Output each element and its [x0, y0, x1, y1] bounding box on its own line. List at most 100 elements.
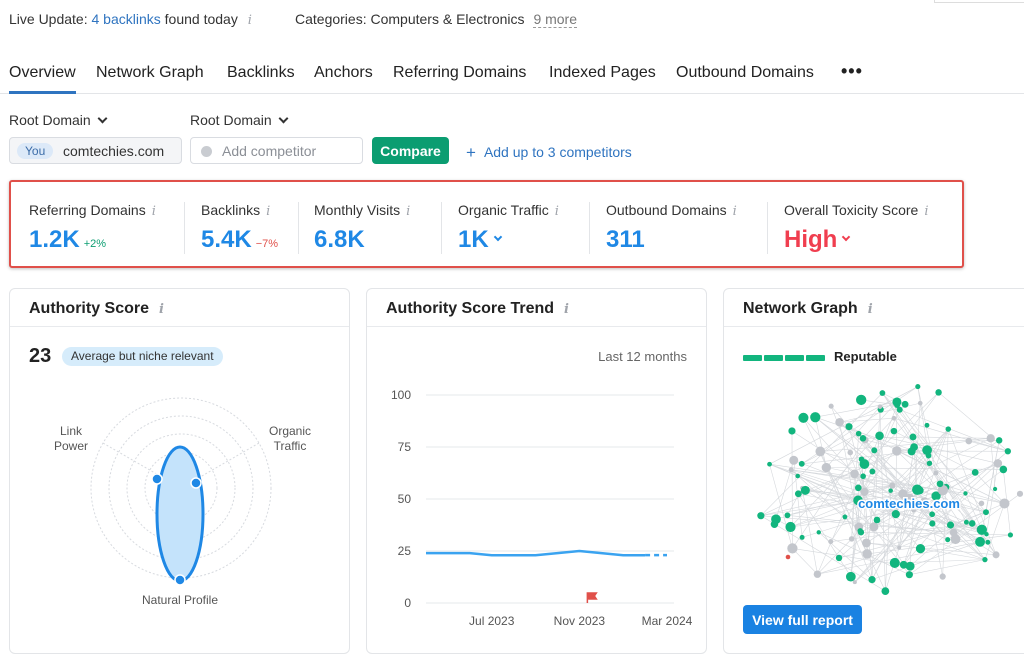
- info-icon[interactable]: i: [406, 204, 411, 219]
- network-edge: [871, 541, 981, 580]
- network-node: [890, 427, 898, 435]
- root-domain-select-competitor[interactable]: Root Domain: [190, 112, 289, 128]
- network-node: [813, 570, 822, 578]
- network-node: [986, 434, 995, 443]
- metric-outbound-domains[interactable]: Outbound Domains i 311: [606, 202, 737, 254]
- network-edge: [760, 450, 897, 516]
- more-tabs-icon[interactable]: •••: [841, 61, 863, 81]
- x-tick-label: Mar 2024: [642, 614, 693, 628]
- info-icon[interactable]: i: [151, 204, 156, 219]
- network-node: [788, 427, 796, 435]
- network-edge: [817, 538, 852, 575]
- info-icon[interactable]: i: [247, 13, 252, 28]
- info-icon[interactable]: i: [554, 204, 559, 219]
- network-node: [798, 460, 805, 467]
- network-edge: [895, 402, 898, 515]
- root-domain-select-you[interactable]: Root Domain: [9, 112, 108, 128]
- categories-more-link[interactable]: 9 more: [533, 11, 578, 28]
- network-edge: [791, 469, 966, 494]
- competitor-input[interactable]: [222, 141, 357, 161]
- info-icon[interactable]: i: [924, 204, 929, 219]
- info-icon[interactable]: i: [159, 302, 164, 317]
- metric-value: 6.8K: [314, 226, 365, 253]
- metric-organic-traffic[interactable]: Organic Traffic i 1K: [458, 202, 559, 254]
- tab-backlinks[interactable]: Backlinks: [227, 64, 295, 81]
- network-node: [856, 394, 867, 406]
- network-node: [889, 482, 896, 489]
- network-node: [920, 497, 929, 506]
- series-line: [426, 549, 646, 557]
- network-edge: [892, 428, 949, 486]
- view-full-report-button[interactable]: View full report: [743, 605, 862, 634]
- network-node: [999, 498, 1010, 509]
- tab-network-graph[interactable]: Network Graph: [96, 64, 204, 81]
- metric-label: Backlinks: [201, 202, 261, 218]
- network-edge: [851, 428, 949, 540]
- metric-monthly-visits[interactable]: Monthly Visits i 6.8K: [314, 202, 410, 254]
- your-domain-field[interactable]: You comtechies.com: [9, 137, 182, 164]
- chevron-down-icon[interactable]: [842, 232, 851, 242]
- tab-overview[interactable]: Overview: [9, 64, 76, 94]
- reputation-indicator: Reputable: [743, 349, 897, 365]
- chevron-down-icon[interactable]: [493, 232, 502, 242]
- panel-edge: [934, 0, 1024, 3]
- network-edge: [769, 463, 859, 501]
- tab-referring-domains[interactable]: Referring Domains: [393, 64, 527, 81]
- metric-value: 1.2K: [29, 226, 80, 253]
- tab-anchors[interactable]: Anchors: [314, 64, 373, 81]
- compare-button[interactable]: Compare: [372, 137, 449, 164]
- network-node: [945, 426, 952, 432]
- network-node: [982, 556, 988, 563]
- network-node: [861, 538, 871, 548]
- network-node: [879, 390, 886, 396]
- metric-value: High: [784, 226, 838, 253]
- add-competitors-link[interactable]: + Add up to 3 competitors: [466, 142, 632, 162]
- network-node: [787, 543, 798, 554]
- network-edge: [882, 392, 989, 543]
- network-node: [767, 461, 772, 467]
- your-domain-value: comtechies.com: [63, 143, 165, 159]
- metric-toxicity-score[interactable]: Overall Toxicity Score i High: [784, 202, 929, 254]
- network-node: [1007, 532, 1014, 538]
- network-node: [915, 384, 921, 390]
- info-icon[interactable]: i: [867, 302, 873, 317]
- authority-radar-chart: Link Power Organic Traffic Natural Profi…: [54, 397, 311, 607]
- live-update: Live Update: 4 backlinks found today i: [9, 11, 252, 28]
- network-node: [854, 484, 862, 492]
- network-node: [946, 521, 955, 529]
- network-edge: [760, 515, 886, 592]
- network-node: [842, 514, 848, 520]
- card-title: Authority Score: [29, 300, 150, 317]
- live-update-link[interactable]: 4 backlinks: [91, 11, 161, 27]
- network-node: [862, 549, 872, 559]
- chevron-down-icon: [278, 113, 289, 124]
- network-edge: [826, 406, 881, 468]
- network-node: [965, 437, 973, 445]
- network-edge: [896, 450, 973, 524]
- network-edge: [863, 392, 939, 492]
- x-tick-label: Jul 2023: [469, 614, 515, 628]
- network-node: [949, 528, 958, 537]
- metric-referring-domains[interactable]: Referring Domains i 1.2K +2%: [29, 202, 156, 254]
- network-edge: [909, 559, 985, 575]
- info-icon[interactable]: i: [266, 204, 271, 219]
- info-icon[interactable]: i: [564, 302, 569, 317]
- network-node: [984, 531, 989, 537]
- network-edge: [801, 449, 928, 465]
- tab-outbound-domains[interactable]: Outbound Domains: [676, 64, 814, 81]
- x-tick-label: Nov 2023: [554, 614, 606, 628]
- network-edge: [965, 463, 999, 494]
- tab-indexed-pages[interactable]: Indexed Pages: [549, 64, 656, 81]
- network-node: [1004, 448, 1011, 455]
- network-edge: [986, 463, 999, 535]
- network-node: [978, 500, 985, 507]
- network-center-domain: comtechies.com: [858, 496, 960, 511]
- network-node: [784, 512, 791, 519]
- network-graph[interactable]: comtechies.com: [724, 289, 1024, 654]
- info-icon[interactable]: i: [732, 204, 737, 219]
- network-node: [909, 433, 917, 441]
- network-node: [901, 400, 909, 408]
- metric-backlinks[interactable]: Backlinks i 5.4K −7%: [201, 202, 278, 254]
- network-node: [847, 449, 854, 456]
- network-node: [905, 561, 915, 571]
